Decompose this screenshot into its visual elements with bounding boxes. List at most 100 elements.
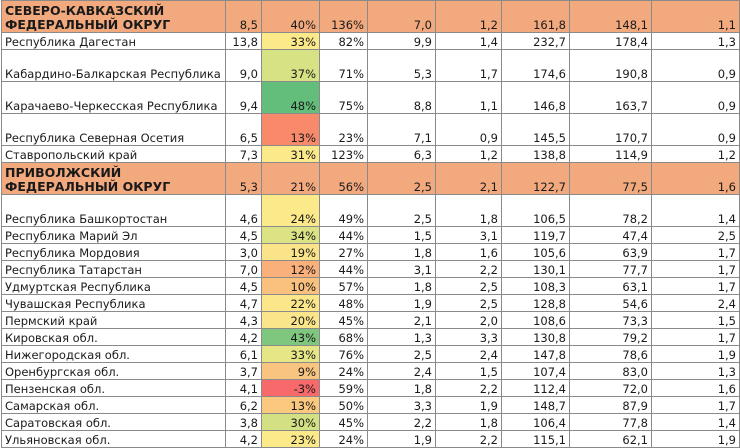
table-row: Чувашская Республика 4,7 22% 48% 1,9 2,5 128,8…: [1, 294, 740, 312]
value-cell-col4: 2,4: [367, 362, 436, 380]
value-cell-col6: 147,8: [501, 345, 570, 363]
value-cell-col7: 83,0: [569, 362, 652, 380]
highlight-percent-cell: 20%: [261, 311, 320, 329]
table-row: Пензенская обл. 4,1 -3% 59% 1,8 2,2 112,4 72,0 1…: [1, 379, 740, 397]
value-cell-col4: 9,9: [367, 32, 436, 50]
highlight-percent-cell: 30%: [261, 413, 320, 431]
value-cell-col3: 44%: [319, 226, 368, 244]
value-cell-col3: 45%: [319, 311, 368, 329]
value-cell-col1: 5,3: [225, 162, 262, 195]
value-cell-col1: 4,3: [225, 311, 262, 329]
value-cell-col6: 115,1: [501, 430, 570, 448]
value-cell-col7: 79,2: [569, 328, 652, 346]
value-cell-col4: 1,3: [367, 328, 436, 346]
table-row: Кировская обл. 4,2 43% 68% 1,3 3,3 130,8 79,2 1,…: [1, 328, 740, 346]
value-cell-col1: 8,5: [225, 0, 262, 33]
value-cell-col8: 1,7: [651, 260, 740, 278]
value-cell-col3: 75%: [319, 81, 368, 114]
value-cell-col3: 23%: [319, 113, 368, 146]
region-name-cell: ПРИВОЛЖСКИЙ ФЕДЕРАЛЬНЫЙ ОКРУГ: [1, 162, 226, 195]
value-cell-col6: 130,1: [501, 260, 570, 278]
value-cell-col1: 4,5: [225, 226, 262, 244]
value-cell-col1: 3,7: [225, 362, 262, 380]
value-cell-col8: 2,5: [651, 226, 740, 244]
value-cell-col7: 63,1: [569, 277, 652, 295]
value-cell-col6: 108,6: [501, 311, 570, 329]
value-cell-col6: 108,3: [501, 277, 570, 295]
value-cell-col7: 73,3: [569, 311, 652, 329]
value-cell-col8: 0,9: [651, 113, 740, 146]
highlight-percent-cell: 9%: [261, 362, 320, 380]
value-cell-col1: 4,1: [225, 379, 262, 397]
value-cell-col7: 148,1: [569, 0, 652, 33]
value-cell-col4: 1,9: [367, 430, 436, 448]
highlight-percent-cell: 43%: [261, 328, 320, 346]
value-cell-col2: 21%: [261, 162, 320, 195]
value-cell-col4: 2,2: [367, 413, 436, 431]
value-cell-col7: 77,7: [569, 260, 652, 278]
value-cell-col7: 170,7: [569, 113, 652, 146]
table-row: Оренбургская обл. 3,7 9% 24% 2,4 1,5 107,4 83,0…: [1, 362, 740, 380]
table-row: Республика Башкортостан 4,6 24% 49% 2,5 1,8 10…: [1, 194, 740, 227]
value-cell-col6: 106,5: [501, 194, 570, 227]
value-cell-col5: 1,4: [435, 32, 502, 50]
value-cell-col7: 54,6: [569, 294, 652, 312]
value-cell-col3: 50%: [319, 396, 368, 414]
value-cell-col1: 9,4: [225, 81, 262, 114]
table-row: Удмуртская Республика 4,5 10% 57% 1,8 2,5 108,…: [1, 277, 740, 295]
value-cell-col4: 6,3: [367, 145, 436, 163]
value-cell-col7: 62,1: [569, 430, 652, 448]
value-cell-col3: 56%: [319, 162, 368, 195]
value-cell-col6: 146,8: [501, 81, 570, 114]
value-cell-col5: 2,2: [435, 430, 502, 448]
value-cell-col4: 7,1: [367, 113, 436, 146]
value-cell-col3: 123%: [319, 145, 368, 163]
highlight-percent-cell: 37%: [261, 49, 320, 82]
table-row: Самарская обл. 6,2 13% 50% 3,3 1,9 148,7 87,9 1,…: [1, 396, 740, 414]
region-name-cell: Пензенская обл.: [1, 379, 226, 397]
highlight-percent-cell: 13%: [261, 396, 320, 414]
value-cell-col4: 2,5: [367, 162, 436, 195]
value-cell-col3: 24%: [319, 430, 368, 448]
value-cell-col4: 7,0: [367, 0, 436, 33]
highlight-percent-cell: 24%: [261, 194, 320, 227]
value-cell-col8: 1,3: [651, 362, 740, 380]
value-cell-col1: 3,8: [225, 413, 262, 431]
value-cell-col5: 1,2: [435, 145, 502, 163]
value-cell-col8: 1,7: [651, 328, 740, 346]
value-cell-col5: 2,5: [435, 294, 502, 312]
highlight-percent-cell: 31%: [261, 145, 320, 163]
region-name-cell: Удмуртская Республика: [1, 277, 226, 295]
value-cell-col3: 57%: [319, 277, 368, 295]
value-cell-col7: 190,8: [569, 49, 652, 82]
value-cell-col5: 0,9: [435, 113, 502, 146]
table-row: Республика Мордовия 3,0 19% 27% 1,8 1,6 105,6 6…: [1, 243, 740, 261]
value-cell-col3: 136%: [319, 0, 368, 33]
value-cell-col8: 1,5: [651, 311, 740, 329]
table-row: Республика Северная Осетия 6,5 13% 23% 7,1 0,…: [1, 113, 740, 146]
value-cell-col1: 9,0: [225, 49, 262, 82]
value-cell-col8: 1,4: [651, 194, 740, 227]
value-cell-col8: 0,9: [651, 81, 740, 114]
value-cell-col1: 4,2: [225, 430, 262, 448]
highlight-percent-cell: 34%: [261, 226, 320, 244]
highlight-percent-cell: -3%: [261, 379, 320, 397]
region-name-cell: Пермский край: [1, 311, 226, 329]
value-cell-col4: 2,1: [367, 311, 436, 329]
highlight-percent-cell: 12%: [261, 260, 320, 278]
value-cell-col6: 148,7: [501, 396, 570, 414]
region-name-cell: Оренбургская обл.: [1, 362, 226, 380]
value-cell-col5: 1,7: [435, 49, 502, 82]
value-cell-col8: 1,9: [651, 345, 740, 363]
table-row: Пермский край 4,3 20% 45% 2,1 2,0 108,6 73,3 1,5: [1, 311, 740, 329]
value-cell-col6: 107,4: [501, 362, 570, 380]
value-cell-col4: 5,3: [367, 49, 436, 82]
value-cell-col5: 2,4: [435, 345, 502, 363]
value-cell-col5: 1,8: [435, 413, 502, 431]
value-cell-col8: 1,6: [651, 379, 740, 397]
value-cell-col3: 59%: [319, 379, 368, 397]
value-cell-col5: 2,0: [435, 311, 502, 329]
value-cell-col1: 6,1: [225, 345, 262, 363]
region-name-cell: Республика Татарстан: [1, 260, 226, 278]
